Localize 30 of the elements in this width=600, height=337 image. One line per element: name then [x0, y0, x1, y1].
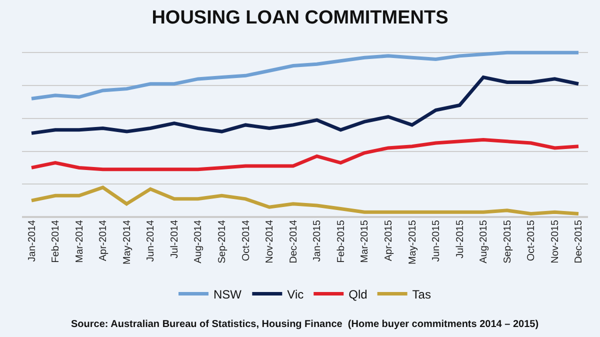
x-tick-label: Sep-2014	[217, 220, 228, 264]
chart-title: HOUSING LOAN COMMITMENTS	[152, 7, 448, 28]
legend-label: Vic	[287, 287, 304, 302]
legend-label: Tas	[412, 287, 431, 302]
x-tick-label: May-2014	[122, 220, 133, 264]
x-tick-label: Apr-2014	[98, 220, 110, 262]
x-tick-label: Jun-2015	[431, 220, 442, 262]
x-tick-label: Nov-2015	[550, 220, 561, 264]
x-tick-label: Aug-2014	[193, 220, 204, 264]
x-tick-label: Jan-2014	[26, 220, 38, 262]
x-tick-label: Aug-2015	[478, 220, 490, 264]
source-note: Source: Australian Bureau of Statistics, Housing Finance (Home buyer commitments 2014 – 2015)	[71, 319, 539, 330]
x-tick-label: Feb-2014	[50, 220, 62, 263]
x-tick-label: Jan-2015	[312, 220, 324, 262]
x-tick-label: Mar-2014	[74, 220, 86, 263]
x-tick-label: Jun-2014	[146, 220, 157, 262]
x-tick-label: Mar-2015	[360, 220, 371, 263]
x-tick-label: Jul-2015	[454, 220, 466, 258]
x-tick-label: Apr-2015	[383, 220, 394, 262]
x-tick-label: Oct-2015	[526, 220, 538, 262]
x-tick-label: Sep-2015	[502, 220, 514, 264]
x-tick-label: Dec-2015	[574, 220, 585, 264]
x-tick-label: Feb-2015	[336, 220, 347, 263]
legend-label: NSW	[214, 287, 242, 302]
legend-label: Qld	[348, 287, 368, 302]
x-tick-label: Oct-2014	[240, 220, 252, 262]
x-tick-label: May-2015	[407, 220, 418, 264]
x-tick-label: Nov-2014	[264, 220, 276, 264]
x-tick-label: Jul-2014	[169, 220, 180, 258]
x-tick-label: Dec-2014	[288, 220, 300, 264]
